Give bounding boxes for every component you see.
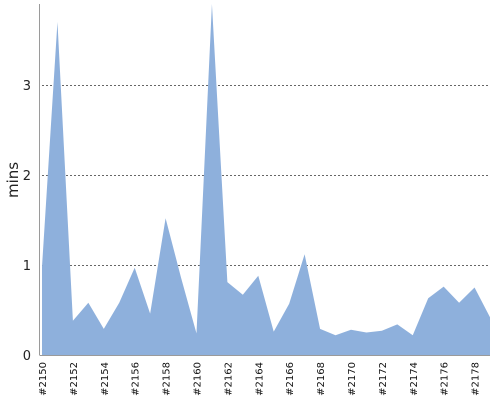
y-axis-label: mins (4, 162, 22, 198)
area-series (42, 4, 490, 355)
x-tick-label: #2160 (192, 362, 203, 396)
y-tick-label: 2 (23, 169, 31, 184)
x-tick-labels: #2150 #2152 #2154 #2156 #2158 #2160 #2162 #2164… (38, 362, 482, 396)
x-tick-label: #2150 (38, 362, 49, 396)
x-tick-label: #2174 (409, 362, 420, 396)
gridlines (42, 85, 490, 266)
x-tick-label: #2158 (162, 362, 173, 396)
y-tick-label: 1 (23, 259, 31, 274)
y-tick-labels: 0 1 2 3 (23, 79, 31, 364)
y-tick-label: 0 (23, 349, 31, 364)
x-tick-label: #2152 (69, 362, 80, 396)
x-tick-label: #2170 (347, 362, 358, 396)
x-tick-label: #2172 (378, 362, 389, 396)
x-tick-label: #2154 (100, 362, 111, 396)
x-tick-label: #2164 (254, 362, 265, 396)
x-tick-label: #2176 (440, 362, 451, 396)
x-tick-label: #2168 (316, 362, 327, 396)
x-tick-label: #2166 (285, 362, 296, 396)
x-tick-label: #2156 (131, 362, 142, 396)
x-tick-label: #2162 (223, 362, 234, 396)
y-tick-label: 3 (23, 79, 31, 94)
x-tick-label: #2178 (471, 362, 482, 396)
